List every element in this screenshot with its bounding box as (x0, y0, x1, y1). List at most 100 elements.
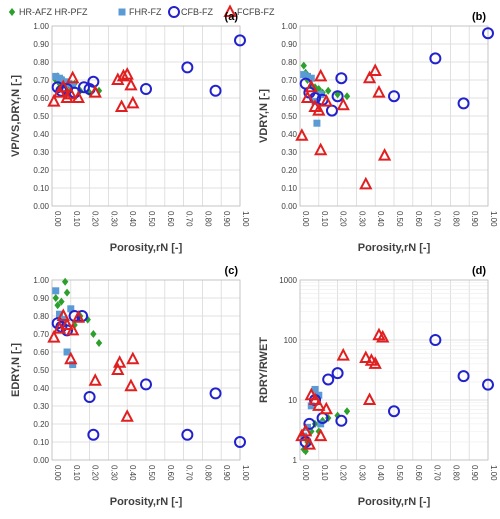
data-point-triangle (298, 423, 313, 437)
data-point-circle (303, 417, 316, 430)
data-point-diamond (58, 297, 65, 306)
x-tick-label: 0.40 (376, 465, 385, 481)
data-point-diamond (54, 301, 61, 310)
data-point-triangle (376, 329, 390, 343)
y-tick-label: 0.10 (33, 184, 49, 193)
data-point-diamond (52, 294, 59, 302)
data-point-triangle (362, 392, 377, 405)
y-tick-label: 1.00 (281, 22, 297, 31)
data-point-triangle (71, 310, 85, 323)
data-point-triangle (111, 72, 125, 85)
data-point-square (300, 71, 308, 79)
y-tick-label: 0.00 (281, 202, 297, 211)
data-point-triangle (60, 90, 74, 103)
data-point-triangle (300, 90, 315, 103)
data-point-circle (87, 75, 100, 88)
legend-label: FHR-FZ (129, 7, 162, 17)
data-point-square (69, 361, 77, 369)
data-point-diamond (300, 61, 307, 70)
y-tick-label: 0.20 (281, 166, 297, 175)
data-point-circle (482, 378, 494, 391)
x-tick-label: 1.00 (489, 465, 498, 481)
data-point-triangle (56, 79, 70, 93)
data-point-triangle (302, 437, 317, 450)
data-point-circle (234, 34, 246, 47)
x-tick-label: 0.10 (320, 465, 329, 481)
y-tick-label: 0.30 (33, 148, 49, 157)
data-point-triangle (47, 93, 61, 107)
gridlines (51, 279, 241, 461)
y-tick-label: 0.30 (33, 402, 49, 411)
plot-area (299, 279, 489, 461)
x-tick-label: 0.00 (53, 211, 62, 227)
x-tick-label: 0.60 (166, 465, 175, 481)
panel-label: (a) (225, 11, 239, 23)
x-tick-label: 1.00 (241, 465, 250, 481)
x-tick-label: 0.20 (91, 211, 100, 227)
data-point-triangle (359, 350, 373, 364)
panel-1: 0.00 0.10 0.20 0.30 0.40 0.50 0.60 0.70 0.80 0.90… (258, 11, 498, 254)
x-axis-label: Porosity,rN [-] (358, 242, 431, 254)
y-tick-label: 0.80 (33, 58, 49, 67)
y-tick-label: 0.00 (33, 202, 49, 211)
y-tick-label: 0.60 (33, 348, 49, 357)
data-point-triangle (114, 99, 129, 112)
gridlines (299, 25, 489, 207)
data-point-triangle (116, 68, 131, 82)
data-point-circle (457, 370, 470, 383)
data-point-triangle (312, 398, 326, 411)
x-tick-label: 0.00 (301, 211, 310, 227)
data-point-triangle (126, 95, 140, 109)
data-point-square (307, 74, 315, 82)
y-axis-label: VDRY,N [-] (258, 89, 270, 143)
plot-area (51, 25, 241, 207)
data-point-triangle (113, 355, 127, 368)
x-tick-label: 0.60 (166, 211, 175, 227)
legend-label: HR-AFZ HR-PFZ (19, 7, 88, 17)
x-tick-label: 0.50 (147, 211, 156, 227)
legend-marker-circle (168, 6, 180, 18)
data-point-square (317, 420, 325, 428)
data-point-triangle (368, 356, 382, 369)
data-point-square (69, 81, 77, 89)
data-point-triangle (64, 86, 78, 100)
y-tick-label: 1.00 (33, 22, 49, 31)
y-tick-label: 0.50 (33, 366, 49, 375)
y-tick-label: 1.00 (33, 276, 49, 285)
data-point-circle (388, 405, 400, 418)
data-point-triangle (126, 351, 140, 365)
data-points (295, 27, 494, 190)
data-point-triangle (319, 93, 333, 107)
y-tick-label: 0.70 (33, 76, 49, 85)
data-point-square (315, 391, 323, 399)
data-point-diamond (61, 277, 69, 286)
x-tick-label: 1.00 (241, 211, 250, 227)
y-tick-label: 0.30 (281, 148, 297, 157)
data-point-circle (209, 387, 222, 400)
data-point-triangle (124, 77, 138, 91)
x-tick-label: 0.90 (470, 211, 479, 227)
x-tick-label: 0.20 (339, 465, 348, 481)
y-tick-label: 0.80 (281, 58, 297, 67)
x-tick-label: 0.00 (53, 465, 62, 481)
data-point-square (57, 76, 65, 84)
data-point-square (56, 310, 64, 318)
x-tick-label: 0.90 (222, 211, 231, 227)
y-tick-label: 0.40 (33, 130, 49, 139)
y-tick-label: 0.20 (33, 166, 49, 175)
y-tick-label: 0.40 (33, 384, 49, 393)
data-point-triangle (66, 322, 80, 336)
x-tick-label: 0.10 (72, 465, 81, 481)
data-point-circle (429, 334, 442, 346)
data-point-square (307, 402, 315, 410)
x-tick-label: 0.90 (470, 465, 479, 481)
x-tick-label: 0.30 (357, 465, 366, 481)
y-tick-label: 0.50 (33, 112, 49, 121)
data-point-triangle (120, 66, 134, 80)
y-tick-label: 0.70 (33, 330, 49, 339)
legend-marker-diamond (8, 8, 16, 16)
y-tick-label: 0.00 (33, 456, 49, 465)
y-tick-label: 0.60 (33, 94, 49, 103)
